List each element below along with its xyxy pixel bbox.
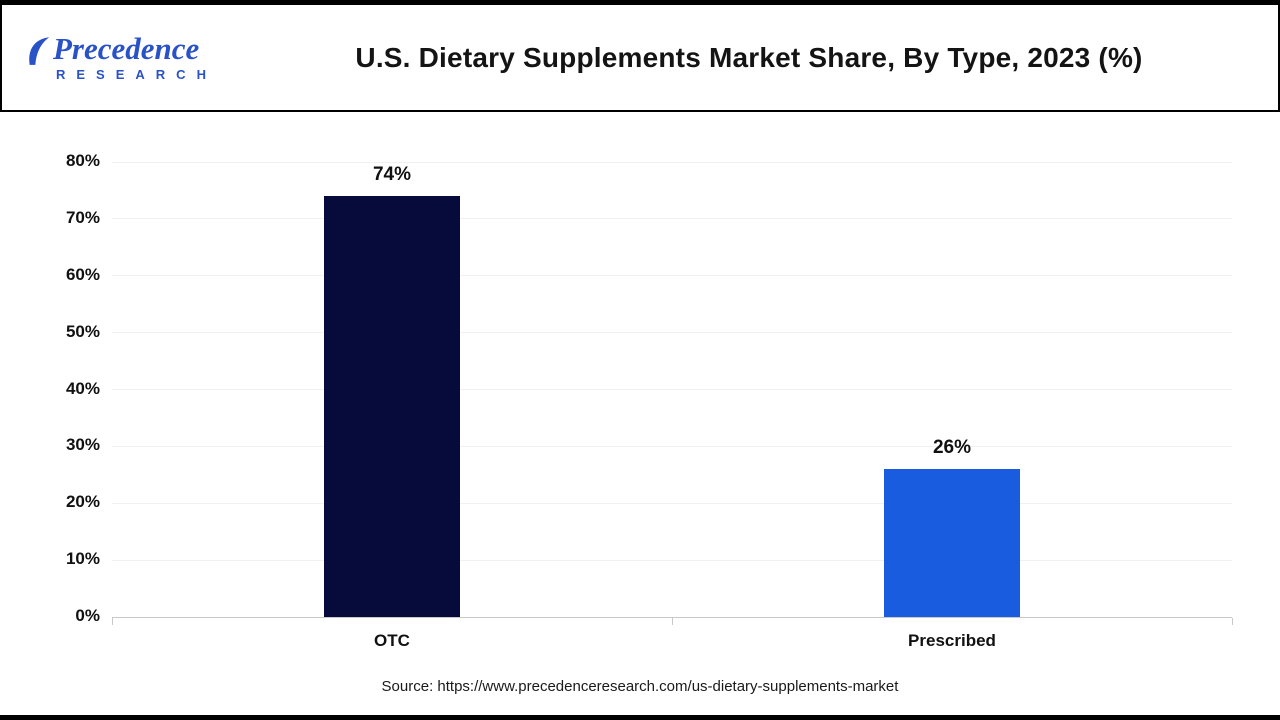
logo-text: Precedence RESEARCH	[53, 33, 217, 82]
y-axis-tick-label: 40%	[65, 378, 100, 398]
y-gridline	[112, 559, 1232, 561]
y-axis-tick-label: 60%	[65, 264, 100, 284]
x-axis-line	[112, 617, 1232, 618]
chart-title: U.S. Dietary Supplements Market Share, B…	[355, 41, 1143, 73]
y-axis-tick-label: 30%	[65, 435, 100, 455]
y-gridline	[112, 502, 1232, 504]
y-axis-tick-label: 70%	[65, 207, 100, 227]
x-axis-tick-mark	[672, 618, 673, 625]
bottom-border	[0, 715, 1280, 720]
y-axis-tick-label: 50%	[65, 321, 100, 341]
y-axis-tick-label: 80%	[65, 151, 100, 170]
logo-name: Precedence	[53, 31, 200, 66]
logo-precedence-research: Precedence RESEARCH	[2, 33, 220, 82]
logo-subtitle: RESEARCH	[56, 67, 217, 82]
category-label: OTC	[374, 631, 410, 650]
y-axis-tick-label: 10%	[65, 549, 100, 569]
bar-prescribed	[884, 469, 1020, 617]
x-axis-tick-mark	[112, 618, 113, 625]
y-gridline	[112, 332, 1232, 334]
header: Precedence RESEARCH U.S. Dietary Supplem…	[0, 0, 1280, 112]
y-gridline	[112, 445, 1232, 447]
y-axis-tick-label: 20%	[65, 492, 100, 512]
source-text: Source: https://www.precedenceresearch.c…	[381, 678, 899, 695]
bar-value-label: 26%	[932, 437, 972, 459]
y-gridline	[112, 389, 1232, 390]
y-gridline	[112, 161, 1232, 163]
x-axis-tick-mark	[1232, 618, 1233, 625]
y-axis-tick-label: 0%	[75, 606, 100, 625]
logo-leaf-icon	[29, 37, 50, 65]
y-gridline	[112, 275, 1232, 277]
y-gridline	[112, 218, 1232, 220]
bar-otc	[324, 196, 460, 617]
category-label: Prescribed	[908, 631, 996, 650]
bar-value-label: 74%	[372, 164, 412, 186]
